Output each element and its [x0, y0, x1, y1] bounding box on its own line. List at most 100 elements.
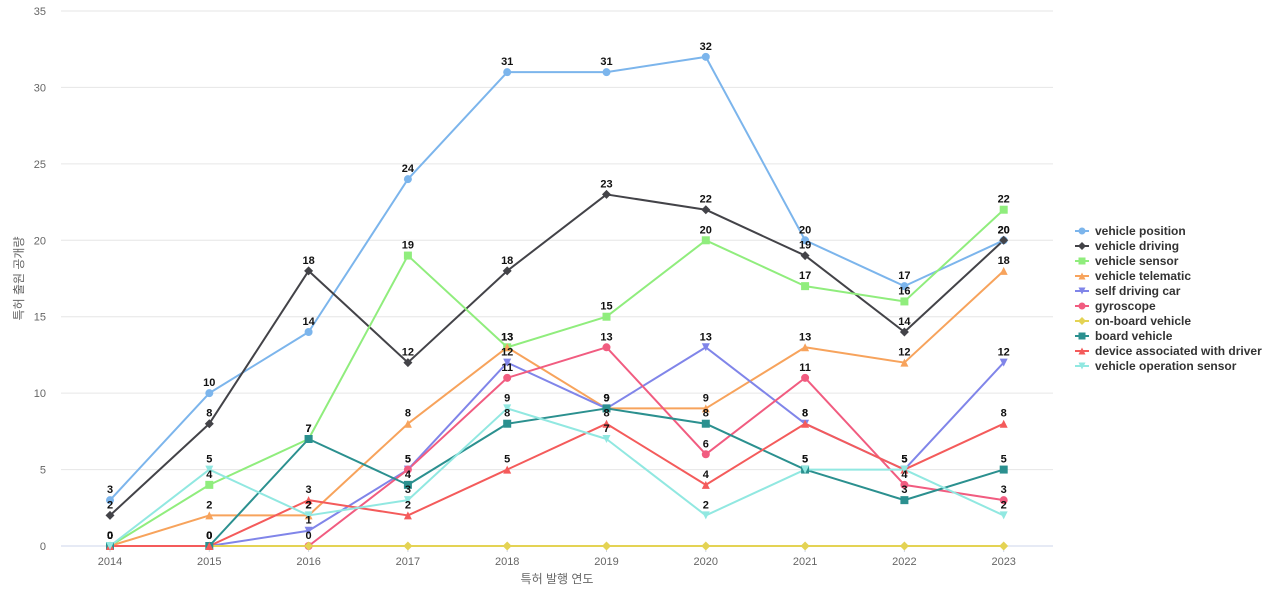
data-label: 5 — [206, 454, 212, 466]
data-label: 13 — [600, 331, 612, 343]
legend-label: gyroscope — [1095, 299, 1156, 313]
data-label: 5 — [1001, 454, 1007, 466]
data-label: 9 — [504, 392, 510, 404]
data-point — [801, 343, 810, 352]
data-point — [106, 542, 114, 550]
data-label: 5 — [504, 454, 510, 466]
legend-item[interactable]: board vehicle — [1075, 329, 1173, 343]
data-point — [403, 496, 412, 505]
x-tick-label: 2015 — [197, 556, 221, 568]
legend-symbol — [1078, 317, 1086, 325]
data-label: 2 — [206, 499, 212, 511]
data-label: 18 — [998, 255, 1010, 267]
data-label: 11 — [799, 362, 811, 374]
y-tick-label: 0 — [40, 541, 46, 553]
data-point — [105, 510, 115, 520]
data-point — [900, 282, 909, 291]
data-point — [701, 419, 710, 428]
data-point — [503, 404, 512, 413]
data-point — [205, 511, 214, 520]
data-label: 13 — [700, 331, 712, 343]
legend-item[interactable]: vehicle position — [1075, 224, 1186, 238]
data-label: 7 — [306, 423, 312, 435]
data-point — [503, 465, 512, 474]
data-point — [999, 358, 1008, 367]
legend-label: device associated with driver — [1095, 344, 1262, 358]
data-label: 10 — [203, 377, 215, 389]
data-point — [701, 404, 710, 413]
x-tick-label: 2021 — [793, 556, 817, 568]
data-label: 0 — [107, 530, 113, 542]
legend-item[interactable]: gyroscope — [1075, 299, 1156, 313]
data-point — [999, 465, 1008, 474]
data-point — [205, 480, 214, 489]
data-label: 2 — [405, 499, 411, 511]
x-tick-label: 2022 — [892, 556, 916, 568]
data-point — [602, 189, 611, 199]
legend-label: vehicle telematic — [1095, 269, 1191, 283]
data-point — [801, 373, 810, 382]
data-point — [602, 343, 611, 352]
data-point — [205, 542, 214, 550]
data-label: 20 — [998, 224, 1010, 236]
legend-symbol — [1078, 302, 1086, 310]
legend-item[interactable]: vehicle telematic — [1075, 269, 1191, 283]
x-axis-title: 특허 발행 연도 — [521, 571, 594, 586]
data-point — [701, 450, 710, 459]
data-label: 9 — [703, 392, 709, 404]
series-line — [109, 193, 1005, 517]
data-label: 32 — [700, 41, 712, 53]
data-label: 22 — [700, 194, 712, 206]
series-line — [109, 407, 1005, 547]
data-label: 2 — [1001, 499, 1007, 511]
data-label: 20 — [799, 224, 811, 236]
data-label: 3 — [1001, 484, 1007, 496]
legend-label: vehicle position — [1095, 224, 1186, 238]
y-axis-title: 특허 출원 공개량 — [12, 237, 26, 321]
data-point — [503, 358, 512, 367]
data-point — [701, 480, 710, 489]
data-label: 7 — [306, 423, 312, 435]
data-point — [701, 236, 710, 245]
legend-symbol — [1078, 332, 1086, 340]
data-point — [999, 511, 1008, 520]
y-tick-label: 25 — [34, 159, 46, 171]
data-label: 2 — [107, 499, 113, 511]
data-label: 8 — [206, 408, 212, 420]
data-point — [701, 541, 711, 551]
data-point — [304, 511, 313, 520]
data-label: 18 — [302, 255, 314, 267]
data-point — [602, 312, 611, 321]
legend-label: self driving car — [1095, 284, 1181, 298]
data-label: 9 — [603, 392, 609, 404]
data-label: 8 — [802, 408, 808, 420]
data-point — [403, 511, 412, 520]
data-point — [403, 480, 412, 489]
data-point — [304, 266, 314, 276]
legend-symbol — [1078, 287, 1086, 295]
legend-item[interactable]: self driving car — [1075, 284, 1181, 298]
series-line — [109, 269, 1005, 547]
data-point — [403, 419, 412, 428]
legend-item[interactable]: device associated with driver — [1075, 344, 1262, 358]
legend-item[interactable]: vehicle operation sensor — [1075, 359, 1237, 373]
data-label: 19 — [402, 240, 414, 252]
data-label: 13 — [799, 331, 811, 343]
legend-item[interactable]: on-board vehicle — [1075, 314, 1191, 328]
data-label: 13 — [501, 331, 513, 343]
data-point — [900, 480, 909, 489]
data-point — [602, 404, 611, 413]
data-label: 5 — [802, 454, 808, 466]
data-point — [801, 282, 810, 291]
data-label: 22 — [998, 194, 1010, 206]
data-label: 5 — [802, 454, 808, 466]
x-tick-label: 2019 — [594, 556, 618, 568]
data-point — [106, 496, 114, 505]
legend-symbol — [1078, 362, 1086, 370]
data-point — [503, 343, 512, 352]
legend-item[interactable]: vehicle driving — [1075, 239, 1179, 253]
legend-symbol — [1078, 227, 1086, 235]
legend-item[interactable]: vehicle sensor — [1075, 254, 1179, 268]
y-tick-label: 5 — [40, 465, 46, 477]
data-label: 31 — [600, 56, 612, 68]
